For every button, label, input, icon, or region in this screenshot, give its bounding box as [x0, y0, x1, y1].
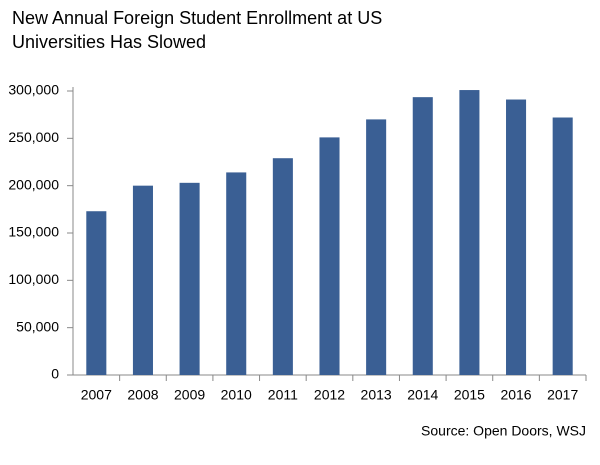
x-tick-label: 2017: [547, 387, 578, 403]
x-tick-label: 2012: [314, 387, 345, 403]
y-tick-label: 150,000: [8, 224, 59, 240]
bar: [179, 182, 200, 375]
y-tick-label: 100,000: [8, 271, 59, 287]
x-tick-label: 2016: [500, 387, 531, 403]
bar: [412, 97, 433, 376]
x-tick-label: 2009: [174, 387, 205, 403]
x-tick-label: 2014: [407, 387, 438, 403]
bar: [552, 117, 573, 376]
bar: [132, 185, 153, 375]
chart-title: New Annual Foreign Student Enrollment at…: [12, 8, 383, 52]
bar: [459, 90, 480, 375]
y-tick-label: 200,000: [8, 176, 59, 192]
bar: [86, 211, 107, 375]
x-tick-label: 2015: [454, 387, 485, 403]
x-tick-label: 2008: [127, 387, 158, 403]
bar: [226, 172, 247, 375]
y-tick-label: 250,000: [8, 129, 59, 145]
x-tick-label: 2007: [81, 387, 112, 403]
y-tick-label: 50,000: [16, 318, 59, 334]
bar: [319, 137, 340, 375]
x-tick-label: 2013: [361, 387, 392, 403]
bar: [272, 158, 293, 375]
x-tick-label: 2010: [221, 387, 252, 403]
bar: [366, 119, 387, 376]
y-tick-label: 300,000: [8, 82, 59, 98]
source-note: Source: Open Doors, WSJ: [421, 423, 586, 439]
x-tick-label: 2011: [268, 387, 298, 403]
bar: [506, 99, 527, 376]
y-tick-label: 0: [51, 366, 59, 382]
